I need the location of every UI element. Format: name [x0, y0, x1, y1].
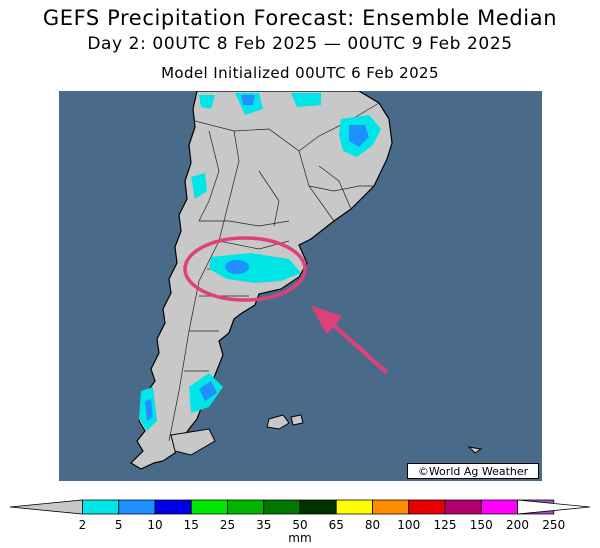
colorbar-swatch	[299, 499, 337, 515]
colorbar-swatch	[444, 499, 482, 515]
colorbar-tick-label: 50	[292, 518, 307, 532]
colorbar-swatch	[118, 499, 156, 515]
colorbar-swatch	[154, 499, 192, 515]
colorbar-swatch	[480, 499, 518, 515]
colorbar-swatch	[227, 499, 265, 515]
colorbar-tick-label: 5	[115, 518, 123, 532]
colorbar-tick-label: 35	[256, 518, 271, 532]
map-title: GEFS Precipitation Forecast: Ensemble Me…	[42, 6, 558, 30]
colorbar-tick-label: 2	[79, 518, 87, 532]
colorbar-tick-label: 125	[434, 518, 457, 532]
colorbar-tick-label: 25	[220, 518, 235, 532]
colorbar-swatch	[517, 499, 591, 515]
colorbar-tick-label: 15	[184, 518, 199, 532]
model-init-time: Model Initialized 00UTC 6 Feb 2025	[161, 64, 439, 82]
arrow-icon	[310, 305, 389, 375]
tierra-del-fuego	[170, 428, 216, 456]
colorbar-tick-label: 80	[365, 518, 380, 532]
colorbar-tick-label: 150	[470, 518, 493, 532]
map-credit: ©World Ag Weather	[407, 463, 539, 479]
colorbar-swatch	[9, 499, 83, 515]
colorbar-tick-label: 200	[506, 518, 529, 532]
colorbar-unit: mm	[288, 531, 311, 545]
color-scale-bar: 2 5 10 15 25 35 50 65 80 100 125 150 200 250 mm	[9, 499, 591, 545]
colorbar-tick-label: 100	[397, 518, 420, 532]
precip-shading	[139, 93, 381, 431]
colorbar-swatch	[372, 499, 410, 515]
colorbar-tick-label: 10	[147, 518, 162, 532]
colorbar-tick-label: 65	[329, 518, 344, 532]
colorbar-swatch	[263, 499, 301, 515]
colorbar-swatch	[408, 499, 446, 515]
colorbar-swatch	[82, 499, 120, 515]
precipitation-map	[59, 91, 542, 481]
forecast-period: Day 2: 00UTC 8 Feb 2025 — 00UTC 9 Feb 20…	[87, 34, 513, 54]
highlight-circle	[183, 236, 307, 302]
colorbar-swatch	[335, 499, 373, 515]
colorbar-swatch	[190, 499, 228, 515]
falkland-islands	[266, 414, 290, 430]
colorbar-tick-label: 250	[542, 518, 565, 532]
